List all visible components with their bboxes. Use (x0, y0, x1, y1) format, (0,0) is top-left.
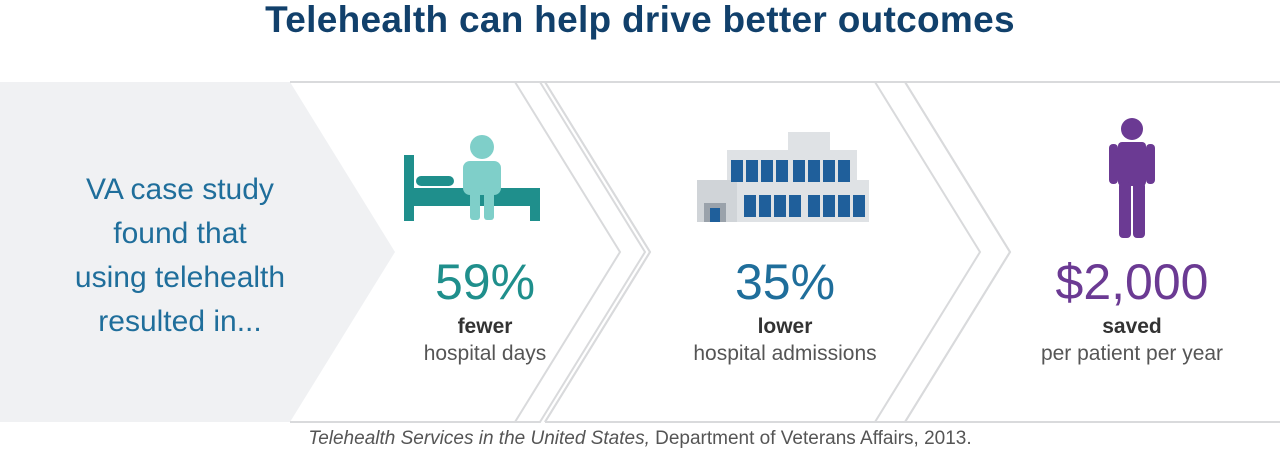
stat-qualifier: saved (1102, 315, 1162, 338)
stat-hospital-admissions: 35% lower hospital admissions (665, 254, 905, 368)
stat-hospital-days: 59% fewer hospital days (385, 254, 585, 368)
patient-bed-icon (404, 135, 540, 221)
source-title: Telehealth Services in the United States… (308, 428, 650, 449)
stat-value: $2,000 (1055, 254, 1209, 310)
stat-qualifier: fewer (457, 315, 513, 338)
intro-text: VA case study found that using telehealt… (40, 168, 320, 344)
stat-description: per patient per year (1040, 342, 1224, 365)
stat-value: 59% (434, 254, 536, 310)
intro-line: resulted in... (98, 305, 262, 338)
stat-qualifier: lower (757, 315, 813, 338)
intro-line: found that (113, 217, 247, 250)
stat-description: hospital days (423, 342, 547, 365)
page-title: Telehealth can help drive better outcome… (265, 0, 1015, 40)
source-publisher: Department of Veterans Affairs, 2013. (649, 428, 972, 449)
source-citation: Telehealth Services in the United States… (0, 428, 1280, 450)
intro-line: using telehealth (74, 261, 286, 294)
intro-panel (0, 82, 395, 422)
hospital-building-icon (697, 132, 869, 222)
stat-savings: $2,000 saved per patient per year (1012, 254, 1252, 368)
person-icon (1109, 118, 1155, 238)
intro-line: VA case study (86, 173, 274, 206)
stat-description: hospital admissions (693, 342, 877, 365)
stat-value: 35% (734, 254, 836, 310)
chevron-outlines (290, 81, 1280, 423)
